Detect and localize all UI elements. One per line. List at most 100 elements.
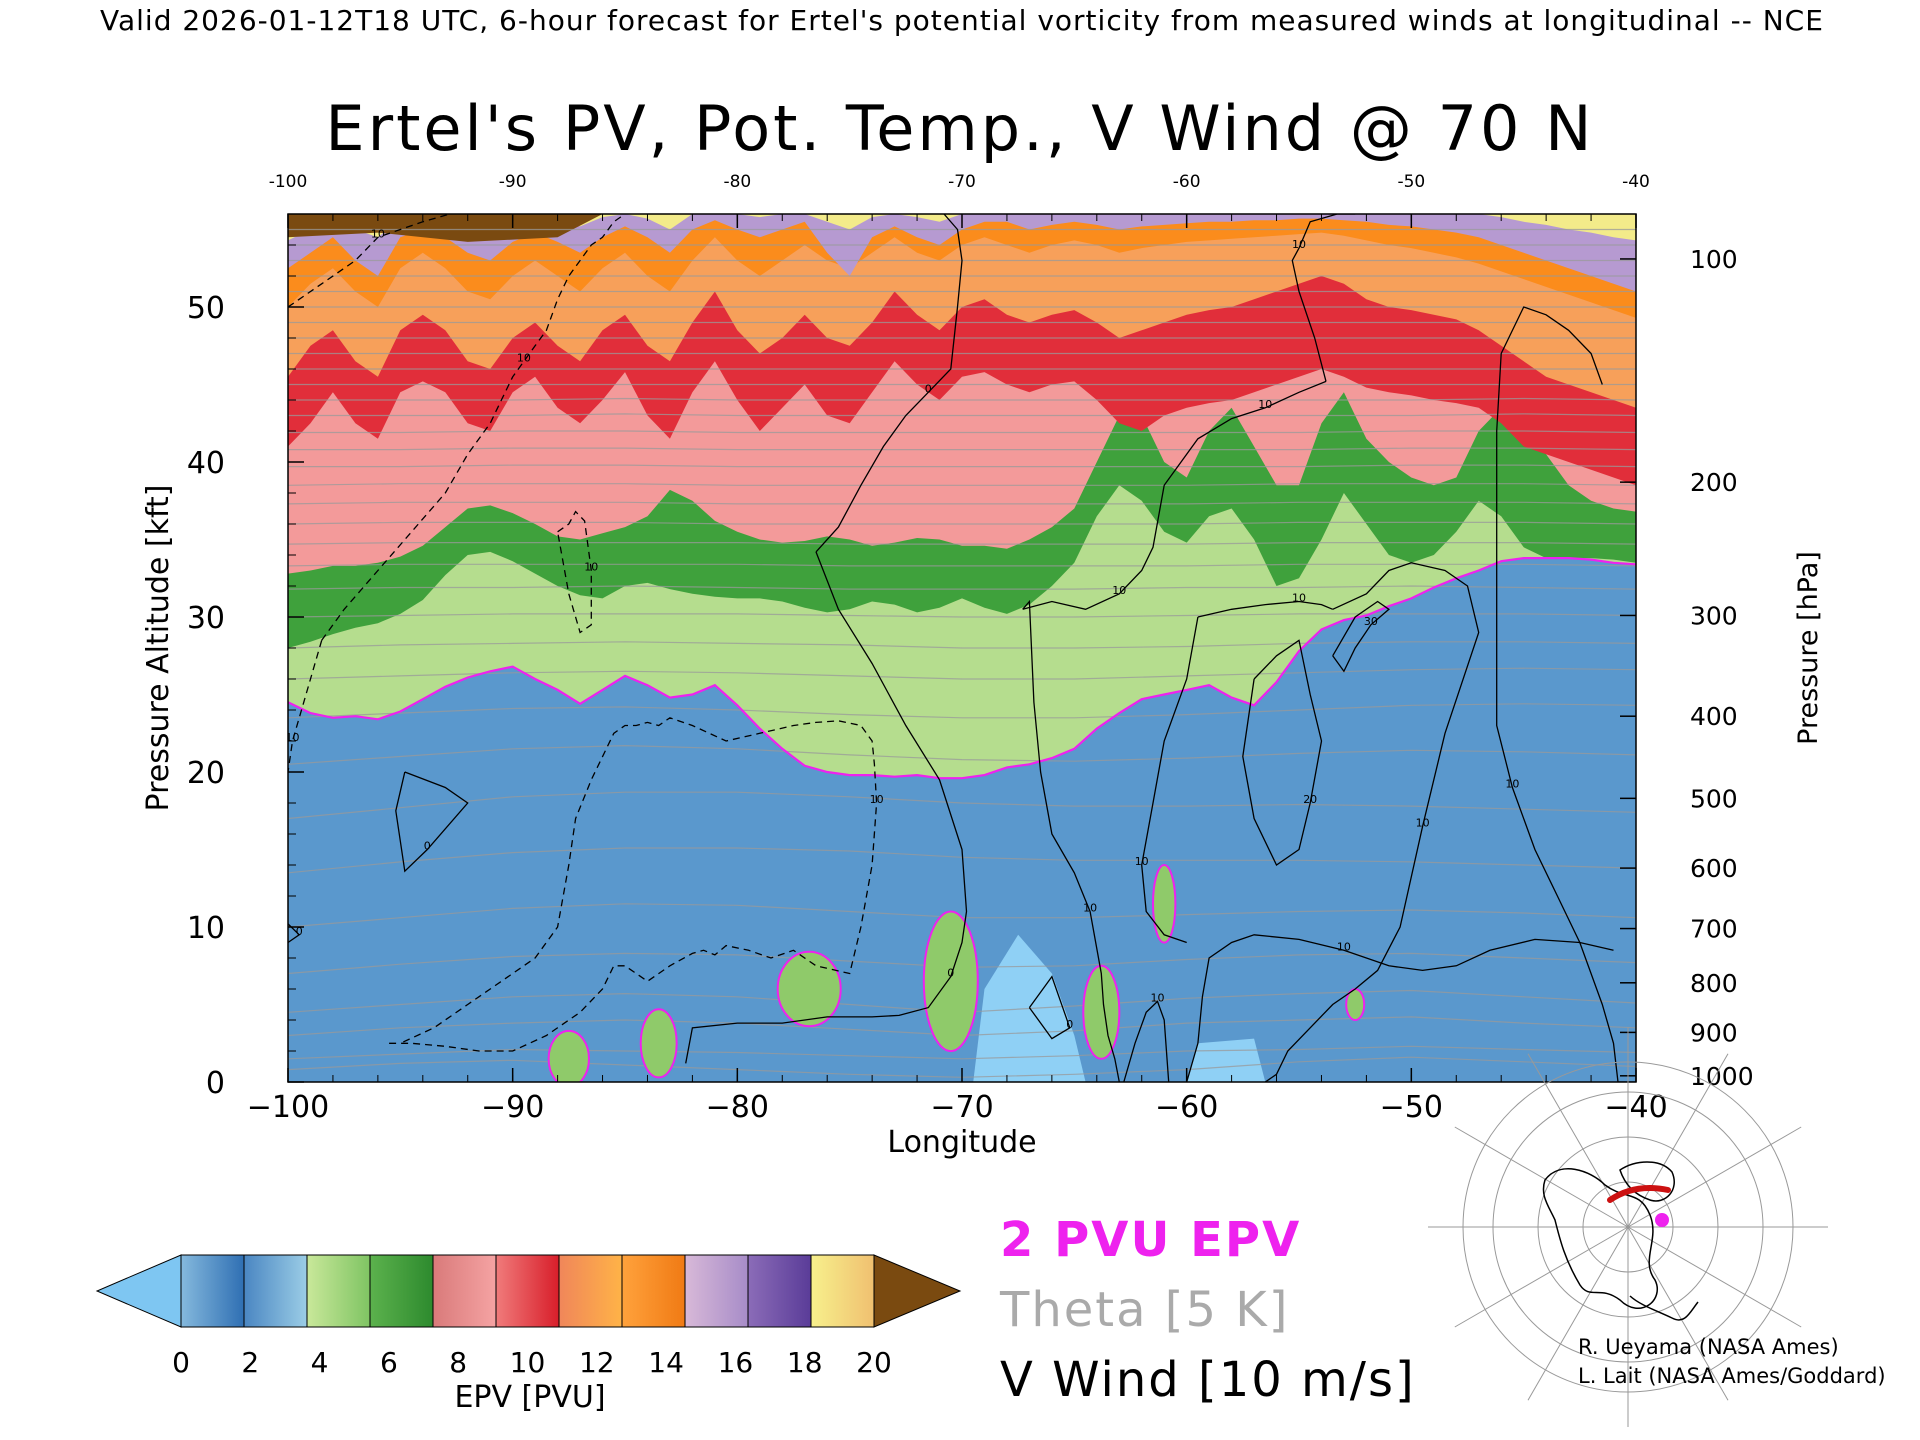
- theta-line: [288, 542, 1636, 545]
- theta-line: [288, 501, 1636, 505]
- x-tick-label: −100: [247, 1090, 329, 1125]
- y-tick-label: 0: [206, 1066, 225, 1101]
- theta-line: [288, 641, 1636, 649]
- v-wind-contour-label: 10: [517, 351, 531, 364]
- locator-map: [1428, 1027, 1828, 1427]
- y-tick-label: 40: [187, 446, 225, 481]
- colorbar-tick-label: 6: [380, 1346, 398, 1379]
- v-wind-contour: [395, 771, 469, 873]
- top-tick-label: -90: [499, 172, 527, 192]
- epv-over-patch: [288, 214, 603, 242]
- two-pvu-contour-layer: [288, 557, 1636, 1082]
- x-tick-label: −50: [1380, 1090, 1443, 1125]
- theta-line: [288, 744, 1636, 765]
- pressure-tick-label: 600: [1690, 854, 1738, 883]
- v-wind-contour: [1291, 214, 1356, 382]
- theta-line: [288, 447, 1636, 451]
- map-coastline-north-america: [1542, 1168, 1658, 1310]
- y-tick-label: 10: [187, 911, 225, 946]
- colorbar-bin: [495, 1254, 560, 1328]
- colorbar-tick-label: 0: [172, 1346, 190, 1379]
- v-wind-contour-label: 0: [424, 840, 431, 853]
- plot-area: 0 0 0 0 0 10 10 10 10 10 10 10 10 10 10 20 30 10 10 10 10 10: [286, 214, 1636, 1082]
- colorbar-tick-label: 18: [787, 1346, 823, 1379]
- epv-band-12-14-PVU: [288, 214, 1636, 318]
- theta-line: [288, 585, 1636, 590]
- x-axis-label: Longitude: [887, 1125, 1036, 1160]
- colorbar-bin: [684, 1254, 749, 1328]
- v-wind-contour-label: 0: [925, 382, 932, 395]
- y-axis-label: Pressure Altitude [kft]: [141, 485, 176, 812]
- two-pvu-loop: [1152, 864, 1177, 944]
- pressure-tick-label: 700: [1690, 915, 1738, 944]
- theta-line: [288, 563, 1636, 567]
- v-wind-contour-label: 10: [584, 561, 598, 574]
- map-coastline-south: [1629, 1295, 1699, 1321]
- v-wind-contour-label: 20: [1303, 793, 1317, 806]
- map-meridian: [1454, 1226, 1629, 1328]
- pressure-tick-label: 200: [1690, 468, 1738, 497]
- y-tick-label: 30: [187, 601, 225, 636]
- v-wind-contour: [1028, 975, 1071, 1040]
- two-pvu-loop: [639, 1008, 678, 1079]
- top-tick-label: -50: [1397, 172, 1425, 192]
- theta-line: [288, 521, 1636, 525]
- credit-lait: L. Lait (NASA Ames/Goddard): [1578, 1364, 1886, 1388]
- colorbar-tick-label: 10: [510, 1346, 546, 1379]
- v-wind-contour: [288, 214, 450, 308]
- pressure-tick-label: 800: [1690, 969, 1738, 998]
- pressure-tick-label: 1000: [1690, 1062, 1754, 1091]
- colorbar-tick-label: 8: [449, 1346, 467, 1379]
- y2-axis-label: Pressure [hPa]: [1793, 551, 1824, 745]
- v-wind-contour-label: 10: [1151, 991, 1165, 1004]
- colorbar-over-arrow: [873, 1254, 962, 1328]
- v-wind-contour: [1022, 485, 1165, 610]
- map-cross-section-path: [1607, 1185, 1671, 1203]
- colorbar-tick-label: 14: [648, 1346, 684, 1379]
- map-location-marker: [1655, 1213, 1669, 1227]
- theta-line: [288, 791, 1636, 820]
- colorbar-bin: [306, 1254, 371, 1328]
- map-meridian: [1627, 1126, 1802, 1228]
- v-wind-contour: [288, 640, 323, 773]
- v-wind-contour-label: 10: [1135, 855, 1149, 868]
- map-meridian: [1454, 1126, 1629, 1228]
- two-pvu-loop: [922, 910, 979, 1053]
- colorbar-bin: [558, 1254, 623, 1328]
- v-wind-contour-label: 10: [1337, 940, 1351, 953]
- colorbar-under-arrow: [95, 1254, 182, 1328]
- v-wind-contour-label: 10: [286, 731, 300, 744]
- v-wind-contour-label: 0: [947, 967, 954, 980]
- colorbar-tick-label: 4: [311, 1346, 329, 1379]
- top-tick-label: -40: [1622, 172, 1650, 192]
- v-wind-contour-label: 10: [1292, 238, 1306, 251]
- credit-ueyama: R. Ueyama (NASA Ames): [1578, 1335, 1839, 1359]
- map-meridian: [1627, 1226, 1729, 1401]
- colorbar-bin: [180, 1254, 245, 1328]
- colorbar-tick-label: 2: [241, 1346, 259, 1379]
- v-wind-contour: [1141, 616, 1199, 944]
- colorbar-bin: [432, 1254, 497, 1328]
- pressure-tick-label: 500: [1690, 784, 1738, 813]
- theta-isolines: [288, 228, 1636, 1078]
- v-wind-contour: [685, 551, 968, 1064]
- two-pvu-loop: [776, 950, 842, 1028]
- axes: −100 -100 −90 -90 −80 -80 −70 -70 −60 -60 −50 -50 −4…: [141, 172, 1824, 1160]
- theta-line: [288, 613, 1636, 618]
- legend-theta: Theta [5 K]: [1000, 1282, 1290, 1338]
- v-wind-contour: [1186, 934, 1614, 1082]
- y-tick-label: 20: [187, 756, 225, 791]
- v-wind-contour-label: 0: [1066, 1018, 1073, 1031]
- x-tick-label: −60: [1155, 1090, 1218, 1125]
- chart-title: Ertel's PV, Pot. Temp., V Wind @ 70 N: [325, 92, 1595, 165]
- v-wind-contour-label: 10: [1258, 398, 1272, 411]
- theta-line: [288, 413, 1636, 417]
- colorbar-label: EPV [PVU]: [454, 1380, 606, 1415]
- v-wind-contour: [1123, 1000, 1170, 1082]
- valid-time-header: Valid 2026-01-12T18 UTC, 6-hour forecast…: [100, 4, 1824, 37]
- colorbar-bin: [243, 1254, 308, 1328]
- theta-line: [288, 667, 1636, 680]
- map-meridian: [1627, 1226, 1802, 1328]
- top-tick-label: -100: [269, 172, 308, 192]
